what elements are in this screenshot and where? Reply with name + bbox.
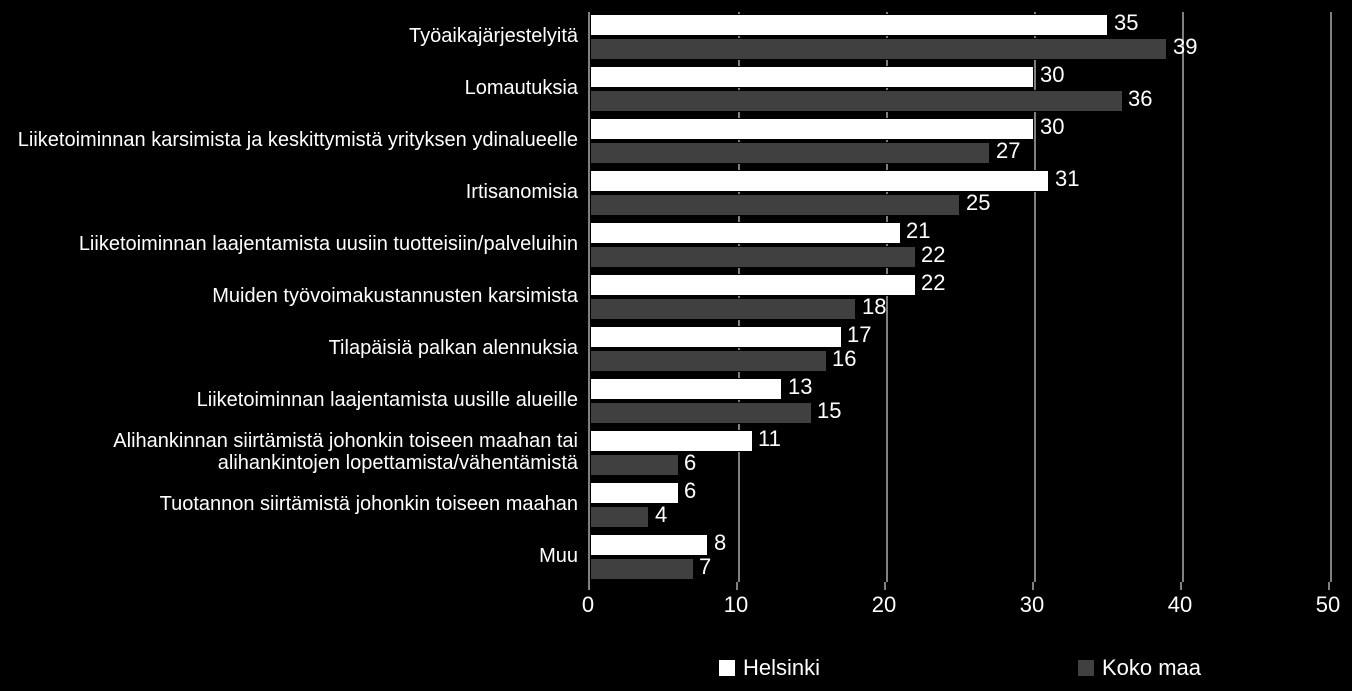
category-label-row: Muiden työvoimakustannusten karsimista	[0, 274, 588, 318]
bar-kokomaa	[590, 142, 990, 164]
category-label: Tuotannon siirtämistä johonkin toiseen m…	[160, 493, 588, 515]
category-label: Liiketoiminnan karsimista ja keskittymis…	[18, 129, 588, 151]
x-tick	[1032, 582, 1034, 590]
category-label-row: Liiketoiminnan laajentamista uusiin tuot…	[0, 222, 588, 266]
x-axis-label: 40	[1168, 592, 1192, 618]
x-tick	[588, 582, 590, 590]
value-label: 13	[788, 374, 812, 400]
bar-kokomaa	[590, 558, 694, 580]
chart-container: Työaikajärjestelyitä 35 39 Lomautuksia 3…	[0, 0, 1352, 691]
gridline-50	[1330, 12, 1332, 582]
legend-swatch-helsinki	[719, 660, 735, 676]
category-label: Työaikajärjestelyitä	[409, 25, 588, 47]
value-label: 22	[921, 270, 945, 296]
legend-label: Koko maa	[1102, 655, 1201, 681]
value-label: 31	[1055, 166, 1079, 192]
x-axis-label: 50	[1316, 592, 1340, 618]
bar-helsinki	[590, 430, 753, 452]
value-label: 25	[966, 190, 990, 216]
bar-kokomaa	[590, 90, 1123, 112]
category-label: Liiketoiminnan laajentamista uusille alu…	[197, 389, 588, 411]
legend-swatch-kokomaa	[1078, 660, 1094, 676]
value-label: 17	[847, 322, 871, 348]
value-label: 15	[817, 398, 841, 424]
bar-helsinki	[590, 14, 1108, 36]
legend: Helsinki Koko maa	[590, 655, 1330, 681]
bar-kokomaa	[590, 38, 1167, 60]
gridline-40	[1182, 12, 1184, 582]
value-label: 35	[1114, 10, 1138, 36]
category-label: Liiketoiminnan laajentamista uusiin tuot…	[79, 233, 588, 255]
value-label: 21	[906, 218, 930, 244]
bar-helsinki	[590, 222, 901, 244]
category-label-row: Irtisanomisia	[0, 170, 588, 214]
value-label: 7	[699, 554, 711, 580]
value-label: 36	[1128, 86, 1152, 112]
value-label: 18	[862, 294, 886, 320]
bar-kokomaa	[590, 350, 827, 372]
legend-item-kokomaa: Koko maa	[1078, 655, 1201, 681]
bar-helsinki	[590, 326, 842, 348]
value-label: 8	[714, 530, 726, 556]
x-tick	[1328, 582, 1330, 590]
category-label-row: Lomautuksia	[0, 66, 588, 110]
value-label: 6	[684, 478, 696, 504]
bar-kokomaa	[590, 246, 916, 268]
bar-kokomaa	[590, 194, 960, 216]
bar-kokomaa	[590, 454, 679, 476]
category-label-row: Tuotannon siirtämistä johonkin toiseen m…	[0, 482, 588, 526]
legend-label: Helsinki	[743, 655, 820, 681]
value-label: 6	[684, 450, 696, 476]
category-label-row: Liiketoiminnan karsimista ja keskittymis…	[0, 118, 588, 162]
x-tick	[884, 582, 886, 590]
category-label: Lomautuksia	[465, 77, 588, 99]
bar-helsinki	[590, 482, 679, 504]
category-label-row: Alihankinnan siirtämistä johonkin toisee…	[0, 430, 588, 474]
category-label-row: Työaikajärjestelyitä	[0, 14, 588, 58]
value-label: 39	[1173, 34, 1197, 60]
bar-helsinki	[590, 378, 782, 400]
bar-helsinki	[590, 274, 916, 296]
bar-helsinki	[590, 66, 1034, 88]
value-label: 4	[655, 502, 667, 528]
category-label: Tilapäisiä palkan alennuksia	[329, 337, 588, 359]
category-label: Muu	[539, 545, 588, 567]
value-label: 11	[758, 426, 781, 452]
x-axis-label: 30	[1020, 592, 1044, 618]
x-axis-label: 10	[724, 592, 748, 618]
category-label-row: Muu	[0, 534, 588, 578]
value-label: 27	[996, 138, 1020, 164]
category-label: Alihankinnan siirtämistä johonkin toisee…	[113, 430, 588, 474]
bar-kokomaa	[590, 506, 649, 528]
bar-helsinki	[590, 170, 1049, 192]
bar-kokomaa	[590, 298, 856, 320]
category-label: Irtisanomisia	[466, 181, 588, 203]
legend-item-helsinki: Helsinki	[719, 655, 820, 681]
bar-helsinki	[590, 534, 708, 556]
value-label: 30	[1040, 62, 1064, 88]
category-label: Muiden työvoimakustannusten karsimista	[212, 285, 588, 307]
x-axis-label: 20	[872, 592, 896, 618]
category-label-row: Liiketoiminnan laajentamista uusille alu…	[0, 378, 588, 422]
category-label-row: Tilapäisiä palkan alennuksia	[0, 326, 588, 370]
x-axis: 0 10 20 30 40 50	[588, 582, 1328, 622]
value-label: 22	[921, 242, 945, 268]
x-axis-label: 0	[582, 592, 594, 618]
value-label: 16	[832, 346, 856, 372]
bar-kokomaa	[590, 402, 812, 424]
x-tick	[736, 582, 738, 590]
bar-helsinki	[590, 118, 1034, 140]
value-label: 30	[1040, 114, 1064, 140]
x-tick	[1180, 582, 1182, 590]
